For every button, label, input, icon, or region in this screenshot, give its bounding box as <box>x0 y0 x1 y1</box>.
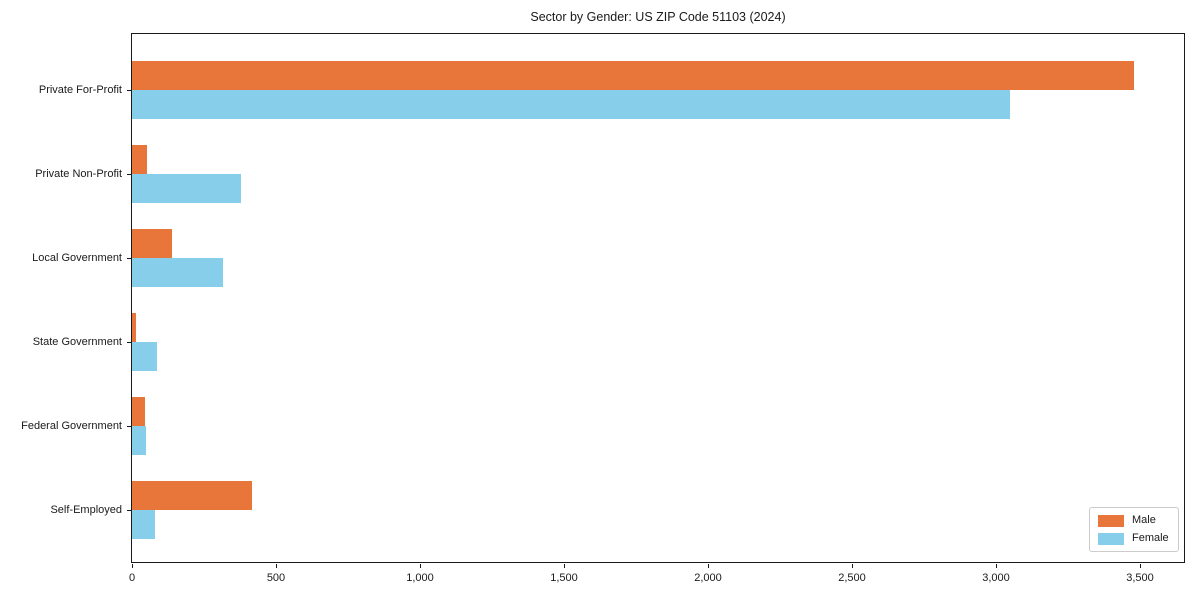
x-tick-label: 2,000 <box>694 572 722 584</box>
y-tick <box>127 426 132 427</box>
y-tick-label: Private For-Profit <box>38 84 122 96</box>
legend-swatch-female <box>1098 532 1124 545</box>
x-tick-label: 2,500 <box>838 572 866 584</box>
x-tick <box>564 564 565 568</box>
x-tick-label: 1,000 <box>406 572 434 584</box>
bar-female-1 <box>132 90 1010 119</box>
legend-label-female: Female <box>1132 532 1169 544</box>
y-tick-label: Private Non-Profit <box>35 168 122 180</box>
bar-male-3 <box>132 229 172 258</box>
y-tick-label: State Government <box>32 336 122 348</box>
y-tick <box>127 174 132 175</box>
x-tick-label: 1,500 <box>550 572 578 584</box>
legend-item-female: Female <box>1098 532 1170 545</box>
bar-female-3 <box>132 258 223 287</box>
y-tick <box>127 342 132 343</box>
bar-female-4 <box>132 342 157 371</box>
y-tick-label: Local Government <box>32 252 122 264</box>
bar-male-5 <box>132 397 145 426</box>
legend-item-male: Male <box>1098 514 1170 527</box>
x-tick <box>132 564 133 568</box>
x-tick-label: 3,000 <box>982 572 1010 584</box>
x-tick-label: 500 <box>266 572 286 584</box>
bar-male-6 <box>132 481 252 510</box>
x-tick-label: 0 <box>128 572 136 584</box>
x-tick <box>1140 564 1141 568</box>
x-tick <box>276 564 277 568</box>
plot-area: 0 500 1,000 1,500 2,000 2,500 3,000 3,500 Priva… <box>21 33 1185 584</box>
bar-male-1 <box>132 61 1134 90</box>
x-tick <box>420 564 421 568</box>
bar-male-2 <box>132 145 147 174</box>
y-tick <box>127 258 132 259</box>
bar-female-6 <box>132 510 155 539</box>
bar-female-2 <box>132 174 241 203</box>
legend-label-male: Male <box>1132 514 1156 526</box>
bar-female-5 <box>132 426 146 455</box>
y-tick <box>127 90 132 91</box>
x-tick <box>996 564 997 568</box>
y-tick-label: Self-Employed <box>50 504 122 516</box>
x-tick-label: 3,500 <box>1126 572 1154 584</box>
bar-male-4 <box>132 313 136 342</box>
chart-title: Sector by Gender: US ZIP Code 51103 (202… <box>530 10 786 24</box>
x-tick <box>852 564 853 568</box>
legend: Male Female <box>1089 507 1179 552</box>
legend-swatch-male <box>1098 514 1124 527</box>
y-tick <box>127 510 132 511</box>
y-tick-label: Federal Government <box>21 420 122 432</box>
x-tick <box>708 564 709 568</box>
